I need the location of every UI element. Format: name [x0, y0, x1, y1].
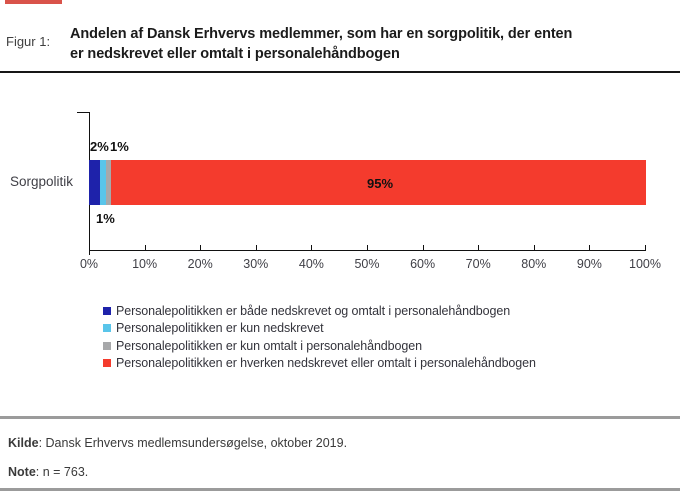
value-label-kun-omtalt: 1%	[96, 211, 115, 226]
header-divider	[0, 71, 680, 73]
legend-label: Personalepolitikken er hverken nedskreve…	[116, 356, 536, 371]
legend-label: Personalepolitikken er både nedskrevet o…	[116, 303, 511, 318]
x-tick	[422, 245, 424, 250]
footer-divider-top	[0, 416, 680, 419]
legend-swatch-icon	[103, 324, 111, 333]
legend-item: Personalepolitikken er både nedskrevet o…	[103, 302, 536, 320]
stacked-bar	[89, 160, 646, 205]
bar-segment-2	[105, 160, 112, 205]
note-text: : n = 763.	[35, 465, 89, 479]
legend-item: Personalepolitikken er kun omtalt i pers…	[103, 337, 536, 355]
x-tick-label: 40%	[298, 257, 324, 271]
value-label-kun-nedskrevet: 1%	[110, 139, 129, 154]
legend-label: Personalepolitikken er kun nedskrevet	[116, 321, 324, 336]
legend-swatch-icon	[103, 359, 111, 368]
legend: Personalepolitikken er både nedskrevet o…	[103, 302, 536, 372]
x-tick-label: 50%	[354, 257, 380, 271]
legend-label: Personalepolitikken er kun omtalt i pers…	[116, 338, 422, 353]
bar-segment-3	[111, 160, 646, 205]
bar-segment-1	[100, 160, 106, 205]
x-tick-label: 60%	[410, 257, 436, 271]
note-label: Note	[8, 465, 36, 479]
x-tick	[144, 245, 146, 250]
note-line: Note: n = 763.	[8, 465, 88, 479]
x-tick-label: 90%	[576, 257, 602, 271]
legend-item: Personalepolitikken er hverken nedskreve…	[103, 355, 536, 373]
x-tick	[255, 245, 257, 250]
x-tick-label: 20%	[187, 257, 213, 271]
brand-accent-bar	[5, 0, 62, 4]
x-tick	[478, 245, 480, 250]
x-tick-label: 70%	[465, 257, 491, 271]
x-tick-label: 80%	[521, 257, 547, 271]
legend-swatch-icon	[103, 306, 111, 315]
legend-item: Personalepolitikken er kun nedskrevet	[103, 320, 536, 338]
x-tick-label: 10%	[132, 257, 158, 271]
bar-segment-0	[89, 160, 101, 205]
plot-area: 0% 10% 20% 30% 40% 50% 60% 70% 80% 90% 100%	[80, 112, 661, 274]
x-tick	[645, 245, 646, 250]
x-axis-line	[89, 250, 646, 251]
category-label: Sorgpolitik	[10, 174, 74, 189]
source-line: Kilde: Dansk Erhvervs medlemsundersøgels…	[8, 436, 347, 450]
source-label: Kilde	[8, 436, 39, 450]
x-tick	[200, 245, 202, 250]
x-tick	[367, 245, 368, 250]
x-tick	[533, 245, 535, 250]
value-label-hverken: 95%	[366, 176, 394, 191]
figure-number-label: Figur 1:	[6, 34, 51, 49]
x-tick	[89, 245, 90, 250]
x-tick	[311, 245, 313, 250]
source-text: : Dansk Erhvervs medlemsundersøgelse, ok…	[38, 436, 348, 450]
y-axis-cap	[77, 112, 90, 113]
x-tick-label: 0%	[79, 257, 99, 271]
figure-title: Andelen af Dansk Erhvervs medlemmer, som…	[70, 26, 573, 62]
x-tick-label: 30%	[243, 257, 269, 271]
footer-divider-bottom	[0, 488, 680, 491]
x-tick	[589, 245, 591, 250]
value-label-baade: 2%	[90, 139, 109, 154]
x-tick-label: 100%	[629, 257, 661, 271]
legend-swatch-icon	[103, 341, 111, 350]
